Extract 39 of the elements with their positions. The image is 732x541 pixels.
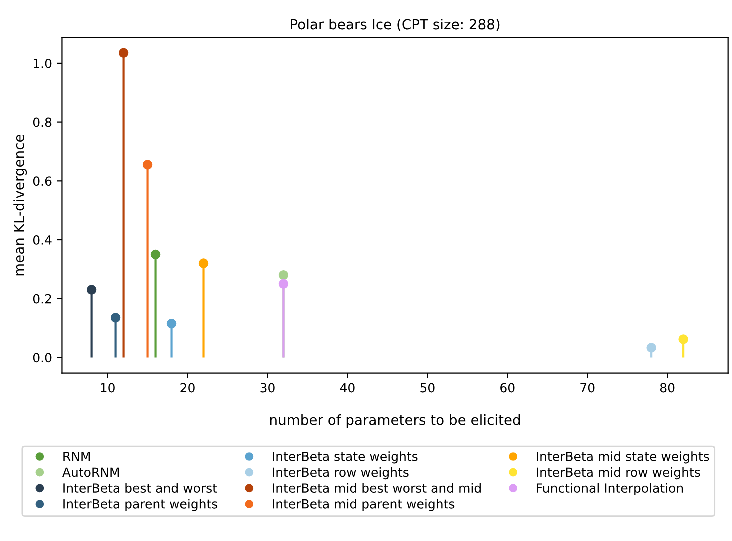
point [678, 334, 688, 344]
y-tick-label: 1.0 [34, 58, 52, 68]
x-axis-title: number of parameters to be elicited [270, 414, 520, 428]
point [118, 48, 129, 58]
point [278, 279, 289, 289]
y-tick-label: 0.0 [33, 353, 52, 363]
point [198, 258, 209, 268]
x-tick-label: 80 [660, 383, 675, 393]
x-tick-label: 50 [420, 383, 435, 393]
legend-label: RNM [64, 452, 90, 462]
point [86, 285, 97, 295]
legend-label: InterBeta mid state weights [537, 452, 710, 464]
y-tick-label: 0.2 [33, 294, 52, 304]
point [646, 343, 656, 353]
x-tick-label: 70 [580, 383, 595, 393]
point [110, 313, 121, 323]
x-tick-label: 40 [340, 383, 355, 393]
legend-label: AutoRNM [62, 468, 120, 478]
legend-label: InterBeta best and worst [64, 483, 218, 493]
x-tick-label: 60 [500, 383, 515, 393]
legend-label: InterBeta mid row weights [537, 467, 700, 480]
legend-label: InterBeta state weights [273, 452, 418, 464]
y-tick-label: 0.4 [33, 235, 52, 245]
point [278, 270, 289, 280]
x-tick-label: 30 [260, 383, 275, 393]
x-tick-label: 20 [180, 383, 195, 393]
x-tick-label: 10 [101, 383, 115, 393]
chart-title: Polar bears Ice (CPT size: 288) [291, 18, 500, 32]
y-tick-label: 0.8 [33, 118, 52, 128]
point [142, 160, 153, 170]
point [166, 319, 177, 329]
legend-label: InterBeta row weights [273, 467, 409, 480]
legend-label: Functional Interpolation [537, 483, 684, 496]
legend-label: InterBeta parent weights [64, 499, 218, 512]
y-tick-label: 0.6 [33, 176, 52, 186]
legend-label: InterBeta mid best worst and mid [273, 483, 481, 493]
y-axis-title: mean KL-divergence [14, 134, 28, 276]
legend-label: InterBeta mid parent weights [273, 499, 455, 512]
point [150, 250, 161, 260]
